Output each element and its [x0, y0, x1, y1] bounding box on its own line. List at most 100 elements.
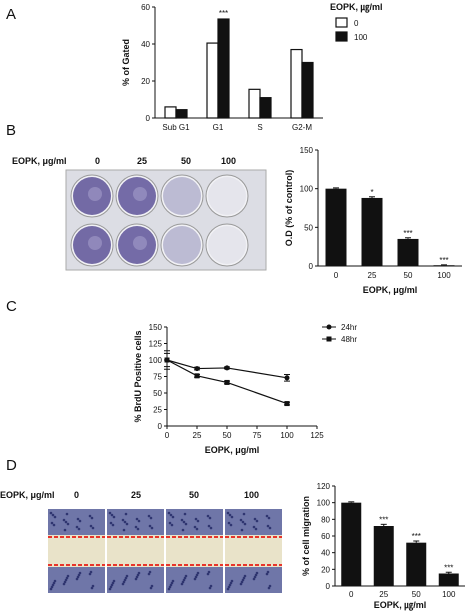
cell-dot [109, 521, 113, 525]
cell-dot [196, 571, 200, 575]
cell-dot [240, 580, 244, 584]
b-significance: * [370, 188, 373, 197]
cell-dot [253, 517, 257, 521]
cell-dot [123, 578, 127, 582]
a-legend-title: EOPK, ㎍/ml [330, 2, 383, 13]
cell-dot [112, 579, 116, 583]
cell-dot [180, 518, 184, 522]
cell-dot [209, 584, 213, 588]
wound-dose-50: 50 [189, 490, 200, 500]
wound-dose-label: EOPK, μg/ml [0, 490, 55, 500]
cell-dot [147, 514, 151, 518]
c-legend-label: 48hr [341, 335, 357, 344]
cell-dot [111, 523, 115, 527]
c-point [164, 357, 170, 363]
wound-cells-top [48, 509, 105, 535]
cell-dot [193, 577, 197, 581]
cell-dot [252, 525, 256, 529]
c-point [224, 365, 230, 371]
cell-dot [62, 518, 66, 522]
c-x-tick-label: 25 [193, 431, 202, 440]
cell-dot [181, 528, 185, 532]
cell-dot [123, 520, 127, 524]
c-y-tick-label: 125 [149, 340, 163, 349]
well-stain [208, 177, 246, 215]
a-bar [259, 97, 272, 119]
cell-dot [51, 513, 55, 517]
panel-letter-c: C [6, 298, 17, 315]
cell-dot [209, 526, 213, 530]
b-x-tick-label: 25 [368, 271, 377, 280]
b-significance: *** [403, 229, 412, 238]
cell-dot [171, 579, 175, 583]
cell-dot [134, 525, 138, 529]
cell-dot [229, 523, 233, 527]
cell-dot [63, 580, 67, 584]
c-y-tick-label: 50 [153, 389, 162, 398]
cell-dot [110, 583, 114, 587]
d-bar [373, 526, 394, 586]
cell-dot [265, 514, 269, 518]
cell-dot [137, 571, 141, 575]
cell-dot [171, 515, 175, 519]
cell-dot [149, 516, 153, 520]
cell-dot [108, 587, 112, 591]
cell-dot [147, 572, 151, 576]
cell-dot [77, 527, 81, 531]
cell-dot [267, 516, 271, 520]
cell-dot [254, 527, 258, 531]
cell-dot [148, 524, 152, 528]
b-bar [433, 265, 455, 266]
c-legend-label: 24hr [341, 323, 357, 332]
d-significance: *** [379, 515, 388, 524]
well-highlight [133, 187, 147, 201]
cell-dot [76, 575, 80, 579]
cell-dot [239, 518, 243, 522]
cell-dot [230, 579, 234, 583]
d-y-label: % of cell migration [301, 496, 311, 576]
cell-dot [265, 572, 269, 576]
cell-dot [52, 523, 56, 527]
cell-dot [194, 517, 198, 521]
cell-dot [75, 525, 79, 529]
a-x-tick-label: S [257, 123, 262, 132]
cell-dot [88, 572, 92, 576]
cell-dot [50, 521, 54, 525]
c-y-tick-label: 150 [149, 323, 163, 332]
cell-dot [227, 521, 231, 525]
cell-dot [182, 520, 186, 524]
cell-dot [182, 578, 186, 582]
cell-dot [183, 576, 187, 580]
c-series-line [166, 359, 288, 379]
cell-dot [253, 575, 257, 579]
cell-dot [52, 581, 56, 585]
cell-dot [241, 578, 245, 582]
cell-dot [49, 587, 53, 591]
well-stain [163, 226, 201, 264]
cell-dot [125, 522, 129, 526]
c-point [194, 373, 200, 379]
wound-cells-top [225, 509, 282, 535]
cell-dot [135, 575, 139, 579]
cell-dot [65, 576, 69, 580]
well-stain [208, 226, 246, 264]
cell-dot [228, 583, 232, 587]
cell-dot [62, 582, 66, 586]
b-x-tick-label: 0 [334, 271, 339, 280]
cell-dot [89, 524, 93, 528]
cell-dot [194, 575, 198, 579]
c-point [194, 366, 200, 372]
cell-dot [90, 586, 94, 590]
cell-dot [88, 514, 92, 518]
cell-dot [243, 574, 247, 578]
cell-dot [75, 577, 79, 581]
c-x-tick-label: 125 [310, 431, 324, 440]
cell-dot [50, 585, 54, 589]
c-y-tick-label: 25 [153, 406, 162, 415]
cell-dot [243, 522, 247, 526]
